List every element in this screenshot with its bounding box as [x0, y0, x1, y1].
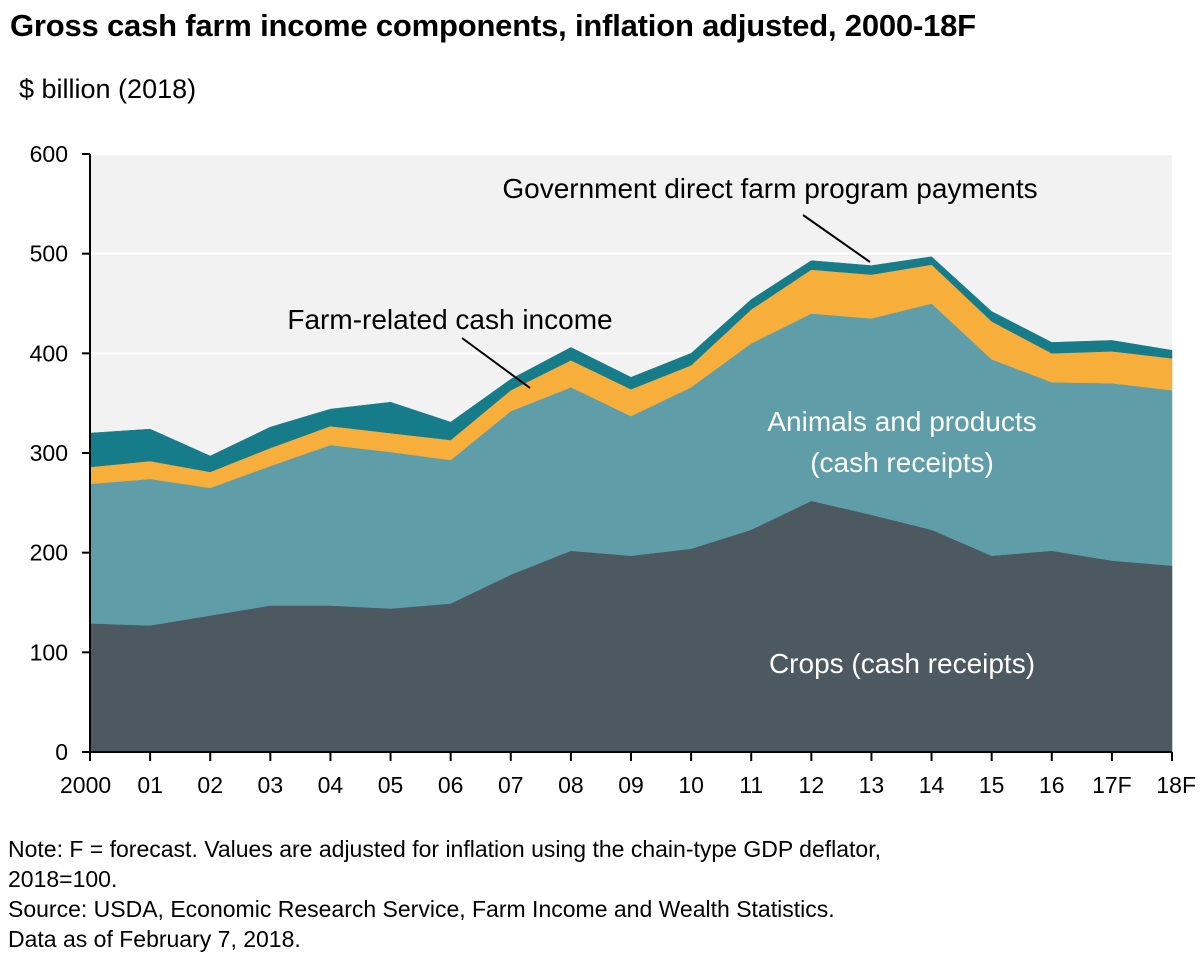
government-leader-line [802, 214, 871, 263]
data-date-line: Data as of February 7, 2018. [8, 926, 301, 952]
x-tick-label: 17F [1092, 772, 1132, 798]
source-line: Source: USDA, Economic Research Service,… [8, 896, 835, 922]
x-tick-label: 10 [678, 772, 704, 798]
area-series-group [89, 256, 1173, 753]
x-tick-label: 02 [197, 772, 223, 798]
x-tick-label: 05 [378, 772, 404, 798]
y-tick-label: 0 [55, 739, 68, 765]
x-tick-label: 13 [859, 772, 885, 798]
note-line: 2018=100. [8, 866, 118, 892]
x-tick-label: 03 [258, 772, 284, 798]
annotations: Government direct farm program payments … [287, 173, 1037, 679]
y-axis-unit-label: $ billion (2018) [19, 74, 197, 104]
animals-label-line1: Animals and products [767, 406, 1036, 437]
x-tick-label: 15 [979, 772, 1005, 798]
note-line: Note: F = forecast. Values are adjusted … [8, 836, 882, 862]
x-tick-label: 06 [438, 772, 464, 798]
y-tick-label: 500 [30, 241, 68, 267]
chart-title: Gross cash farm income components, infla… [10, 8, 976, 43]
y-tick-label: 200 [30, 540, 68, 566]
x-tick-label: 01 [137, 772, 163, 798]
axes [82, 153, 1173, 761]
y-tick-label: 100 [30, 639, 68, 665]
y-tick-label: 300 [30, 440, 68, 466]
x-tick-label: 04 [318, 772, 344, 798]
x-tick-label: 12 [799, 772, 825, 798]
government-payments-label: Government direct farm program payments [502, 173, 1037, 204]
x-tick-label: 18F [1156, 772, 1196, 798]
x-tick-label: 16 [1039, 772, 1065, 798]
x-tick-label: 11 [739, 772, 763, 798]
x-tick-label: 07 [498, 772, 524, 798]
crops-label: Crops (cash receipts) [769, 648, 1035, 679]
x-tick-label: 14 [919, 772, 945, 798]
farm-related-income-label: Farm-related cash income [287, 304, 612, 335]
x-tick-label: 08 [558, 772, 584, 798]
notes-block: Note: F = forecast. Values are adjusted … [8, 834, 881, 954]
animals-label-line2: (cash receipts) [810, 447, 994, 478]
y-tick-label: 600 [30, 141, 68, 167]
farm-related-leader-line [461, 337, 531, 389]
tick-labels: 0 100 200 300 400 500 600 2000 01 02 03 04 05 06 07 08 0… [30, 141, 1196, 798]
y-tick-label: 400 [30, 340, 68, 366]
x-tick-label: 09 [618, 772, 644, 798]
x-tick-label: 2000 [60, 772, 111, 798]
area-government-direct-farm-program-payments [89, 256, 1173, 473]
